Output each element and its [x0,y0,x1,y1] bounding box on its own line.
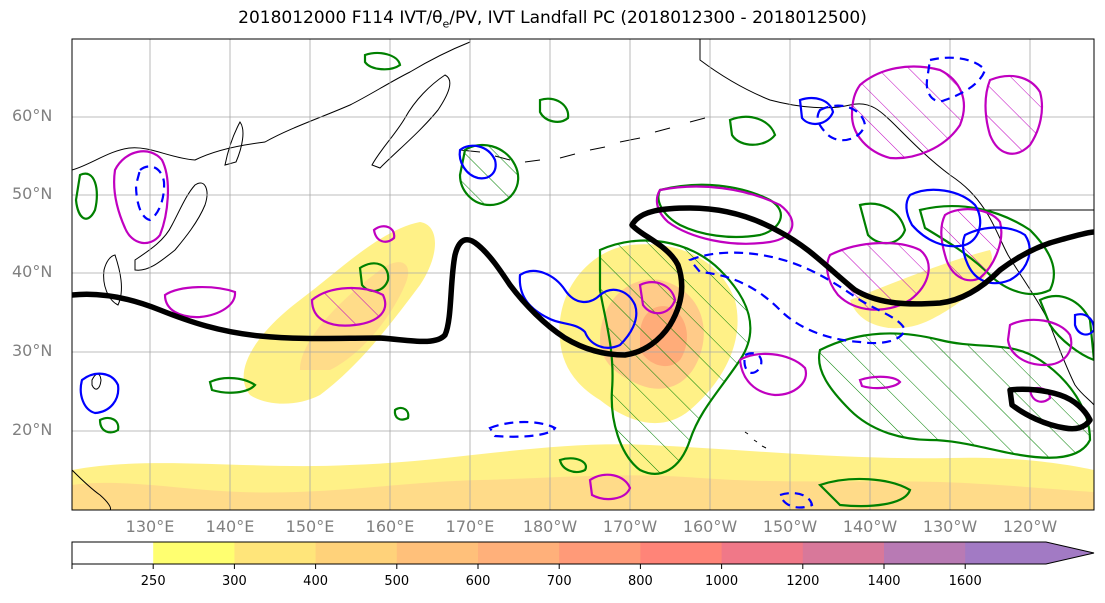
lat-label: 40°N [12,262,53,281]
blue-contours [79,96,1094,415]
magenta-contours [113,65,1073,501]
green-contours [74,51,1094,508]
colorbar-tick-label: 500 [384,574,410,589]
pv-contour [72,205,1094,358]
lon-label: 160°E [365,517,415,536]
lat-label: 30°N [12,341,53,360]
lon-label: 130°W [922,517,978,536]
pv-contour-southeast [1007,386,1093,432]
colorbar-segment [72,542,154,564]
taiwan [91,373,102,390]
colorbar-segment [396,542,479,564]
map-frame [71,38,1095,511]
lon-label: 140°E [205,517,255,536]
title-prefix: 2018012000 F114 IVT/ [238,8,433,28]
colorbar-segment [234,542,317,564]
kamchatka [371,74,451,169]
colorbar-tick-label: 1600 [948,574,982,589]
title-suffix: /PV, IVT Landfall PC (2018012300 - 20180… [449,8,867,28]
colorbar-tick-label: 250 [140,574,166,589]
colorbar-tick-label: 1400 [867,574,901,589]
colorbar-segment [153,542,235,564]
philippines [72,469,111,510]
title-theta: θ [432,8,443,28]
lon-label: 130°E [125,517,175,536]
lon-label: 140°W [842,517,898,536]
colorbar-extend-arrow [1046,542,1094,564]
colorbar-segment [315,542,398,564]
figure-title: 2018012000 F114 IVT/θe/PV, IVT Landfall … [0,8,1105,30]
colorbar-tick-label: 1000 [705,574,739,589]
lon-label: 160°W [682,517,738,536]
lon-label: 170°E [445,517,495,536]
colorbar-tick-label: 1200 [786,574,820,589]
asia-coast [72,39,471,171]
lat-label: 50°N [12,184,53,203]
colorbar-tick-label: 800 [627,574,653,589]
colorbar-tick-label: 700 [546,574,572,589]
colorbar-segment [802,542,885,564]
colorbar-segment [721,542,804,564]
lat-label: 60°N [12,106,53,125]
hawaii [744,431,767,449]
colorbar-outline [71,541,1095,565]
colorbar-tick-label: 300 [221,574,247,589]
colorbar-tick-label: 400 [303,574,329,589]
colorbar-segment [640,542,723,564]
japan-islands [134,182,208,271]
coastlines [72,39,1094,510]
sakhalin [224,121,244,166]
lon-label: 120°W [1002,517,1058,536]
lon-label: 180°W [522,517,578,536]
colorbar-segment [478,542,560,564]
korea-peninsula [103,254,122,306]
lon-label: 150°W [762,517,818,536]
colorbar-segment [965,542,1047,564]
blue-dashed-contours [134,56,987,509]
colorbar-segment [884,542,966,564]
title-theta-subscript: e [442,17,450,31]
colorbar-segment [559,542,641,564]
colorbar-tick-label: 600 [465,574,491,589]
colorbar [71,541,1095,569]
lon-label: 150°E [285,517,335,536]
lat-label: 20°N [12,420,53,439]
lon-label: 170°W [602,517,658,536]
